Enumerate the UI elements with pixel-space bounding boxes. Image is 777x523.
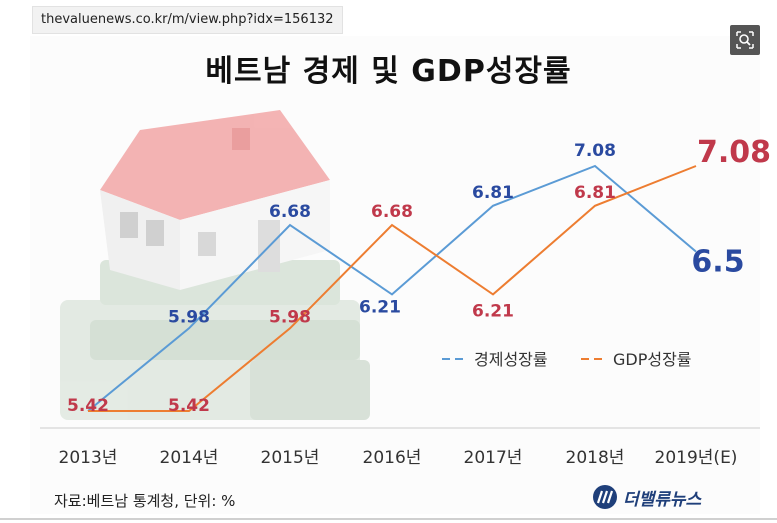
- data-label-1-1: 5.42: [168, 396, 210, 416]
- x-tick-label: 2018년: [566, 448, 625, 468]
- data-label-1-3: 6.68: [371, 202, 413, 222]
- data-label-1-0: 5.42: [67, 396, 109, 416]
- data-label-0-4: 6.81: [472, 183, 514, 203]
- data-label-0-3: 6.21: [359, 297, 401, 317]
- chart-title: 베트남 경제 및 GDP성장률: [205, 54, 572, 89]
- house-illustration: [60, 110, 370, 420]
- legend-label-1: GDP성장률: [613, 350, 692, 369]
- brand-logo: 더밸류뉴스: [592, 482, 701, 512]
- x-tick-label: 2014년: [160, 448, 219, 468]
- series-line-1: [88, 165, 697, 412]
- data-label-1-2: 5.98: [269, 307, 311, 327]
- data-label-0-5: 7.08: [574, 141, 616, 161]
- source-note: 자료:베트남 통계청, 단위: %: [54, 492, 236, 510]
- data-label-0-2: 6.68: [269, 202, 311, 222]
- magnifier-icon: [736, 31, 754, 49]
- data-label-0-6: 6.5: [691, 245, 744, 280]
- divider: [0, 518, 777, 520]
- brand-mark-icon: [593, 485, 617, 509]
- zoom-button[interactable]: [730, 25, 760, 55]
- data-label-1-6: 7.08: [697, 135, 771, 170]
- x-tick-label: 2016년: [363, 448, 422, 468]
- legend-item-0: 경제성장률: [442, 350, 548, 369]
- data-label-1-5: 6.81: [574, 183, 616, 203]
- brand-name: 더밸류뉴스: [623, 489, 702, 510]
- data-label-0-1: 5.98: [168, 307, 210, 327]
- x-tick-label: 2015년: [261, 448, 320, 468]
- url-bar[interactable]: thevaluenews.co.kr/m/view.php?idx=156132: [32, 6, 343, 34]
- legend-label-0: 경제성장률: [474, 350, 548, 369]
- x-tick-label: 2019년(E): [655, 448, 738, 468]
- series-line-0: [87, 164, 697, 412]
- x-tick-label: 2013년: [59, 448, 118, 468]
- x-tick-label: 2017년: [464, 448, 523, 468]
- data-label-1-4: 6.21: [472, 301, 514, 321]
- legend-item-1: GDP성장률: [581, 350, 692, 369]
